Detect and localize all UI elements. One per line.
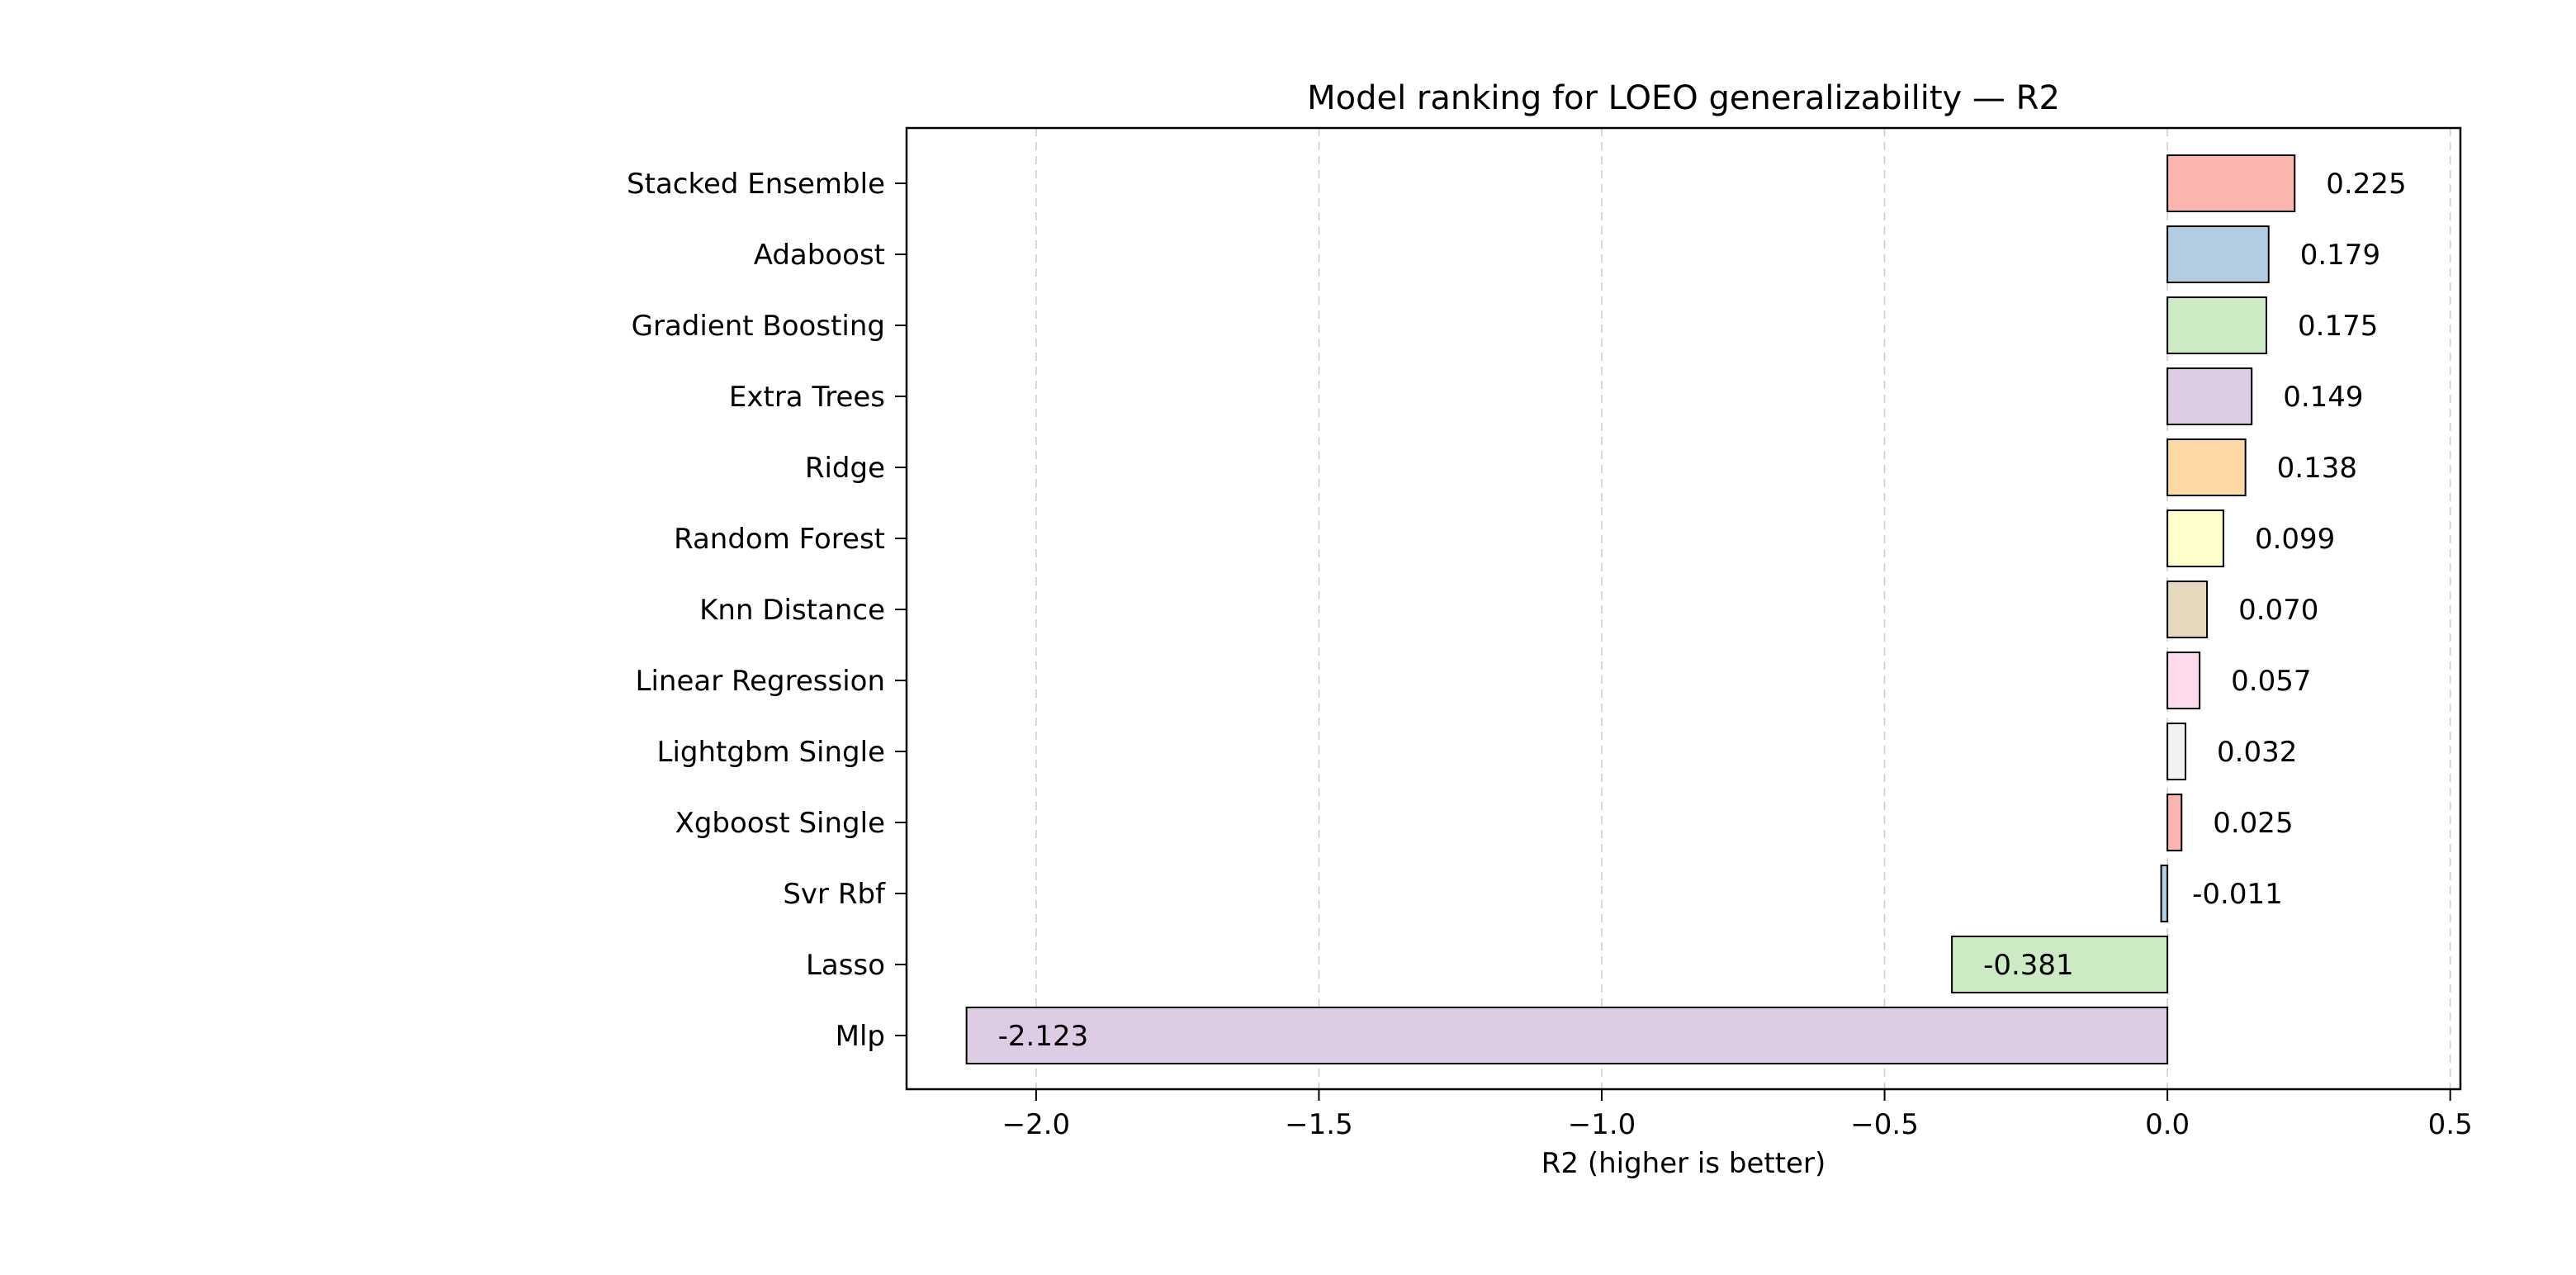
category-label: Xgboost Single: [675, 807, 885, 840]
bar-extra-trees: [2166, 367, 2253, 425]
bar-lightgbm-single: [2166, 723, 2187, 780]
x-tick-label: 0.0: [2145, 1108, 2190, 1141]
chart-title: Model ranking for LOEO generalizability …: [1307, 79, 2060, 117]
category-label: Lasso: [806, 949, 885, 982]
category-label: Svr Rbf: [783, 878, 886, 911]
value-labels: 0.225 0.179 0.175 0.149 0.138 0.099 0.070 0.057…: [998, 168, 2407, 1053]
value-label: 0.032: [2217, 736, 2297, 769]
bar-adaboost: [2166, 225, 2270, 283]
category-label: Adaboost: [754, 239, 885, 272]
x-tick-label: 0.5: [2428, 1108, 2473, 1141]
category-label: Gradient Boosting: [632, 310, 885, 343]
bar-lasso: [1951, 936, 2169, 993]
value-label: 0.175: [2298, 310, 2378, 343]
category-label: Stacked Ensemble: [627, 168, 885, 201]
value-label: -0.381: [1983, 949, 2074, 982]
category-label: Knn Distance: [699, 594, 885, 627]
value-label: 0.179: [2300, 239, 2380, 272]
bar-linear-regression: [2166, 652, 2201, 709]
value-label: -0.011: [2192, 878, 2283, 911]
bar-gradient-boosting: [2166, 296, 2268, 354]
value-label: -2.123: [998, 1020, 1089, 1053]
value-label: 0.225: [2326, 168, 2406, 201]
bar-mlp: [965, 1007, 2169, 1064]
value-label: 0.025: [2213, 807, 2293, 840]
category-label: Ridge: [805, 452, 885, 485]
value-label: 0.149: [2283, 381, 2363, 414]
value-label: 0.099: [2255, 523, 2335, 556]
category-label: Extra Trees: [729, 381, 885, 414]
category-label: Random Forest: [674, 523, 885, 556]
value-label: 0.070: [2238, 594, 2318, 627]
bar-stacked-ensemble: [2166, 154, 2296, 212]
x-tick-label: −2.0: [1002, 1108, 1071, 1141]
value-label: 0.138: [2277, 452, 2357, 485]
y-axis-ticks: Stacked Ensemble Adaboost Gradient Boostin…: [627, 168, 907, 1053]
category-label: Lightgbm Single: [657, 736, 885, 769]
bar-knn-distance: [2166, 581, 2209, 638]
x-tick-label: −0.5: [1850, 1108, 1919, 1141]
bar-svr-rbf: [2160, 865, 2169, 922]
x-axis-label: R2 (higher is better): [1541, 1147, 1825, 1180]
category-label: Mlp: [836, 1020, 885, 1053]
category-label: Linear Regression: [636, 665, 885, 698]
bar-xgboost-single: [2166, 794, 2183, 851]
bar-ridge: [2166, 438, 2247, 496]
bar-random-forest: [2166, 510, 2224, 567]
bars-layer: [965, 154, 2296, 1064]
x-tick-label: −1.5: [1285, 1108, 1353, 1141]
x-tick-label: −1.0: [1568, 1108, 1636, 1141]
x-axis-ticks: −2.0 −1.5 −1.0 −0.5 0.0 0.5: [1002, 1089, 2473, 1141]
value-label: 0.057: [2231, 665, 2311, 698]
